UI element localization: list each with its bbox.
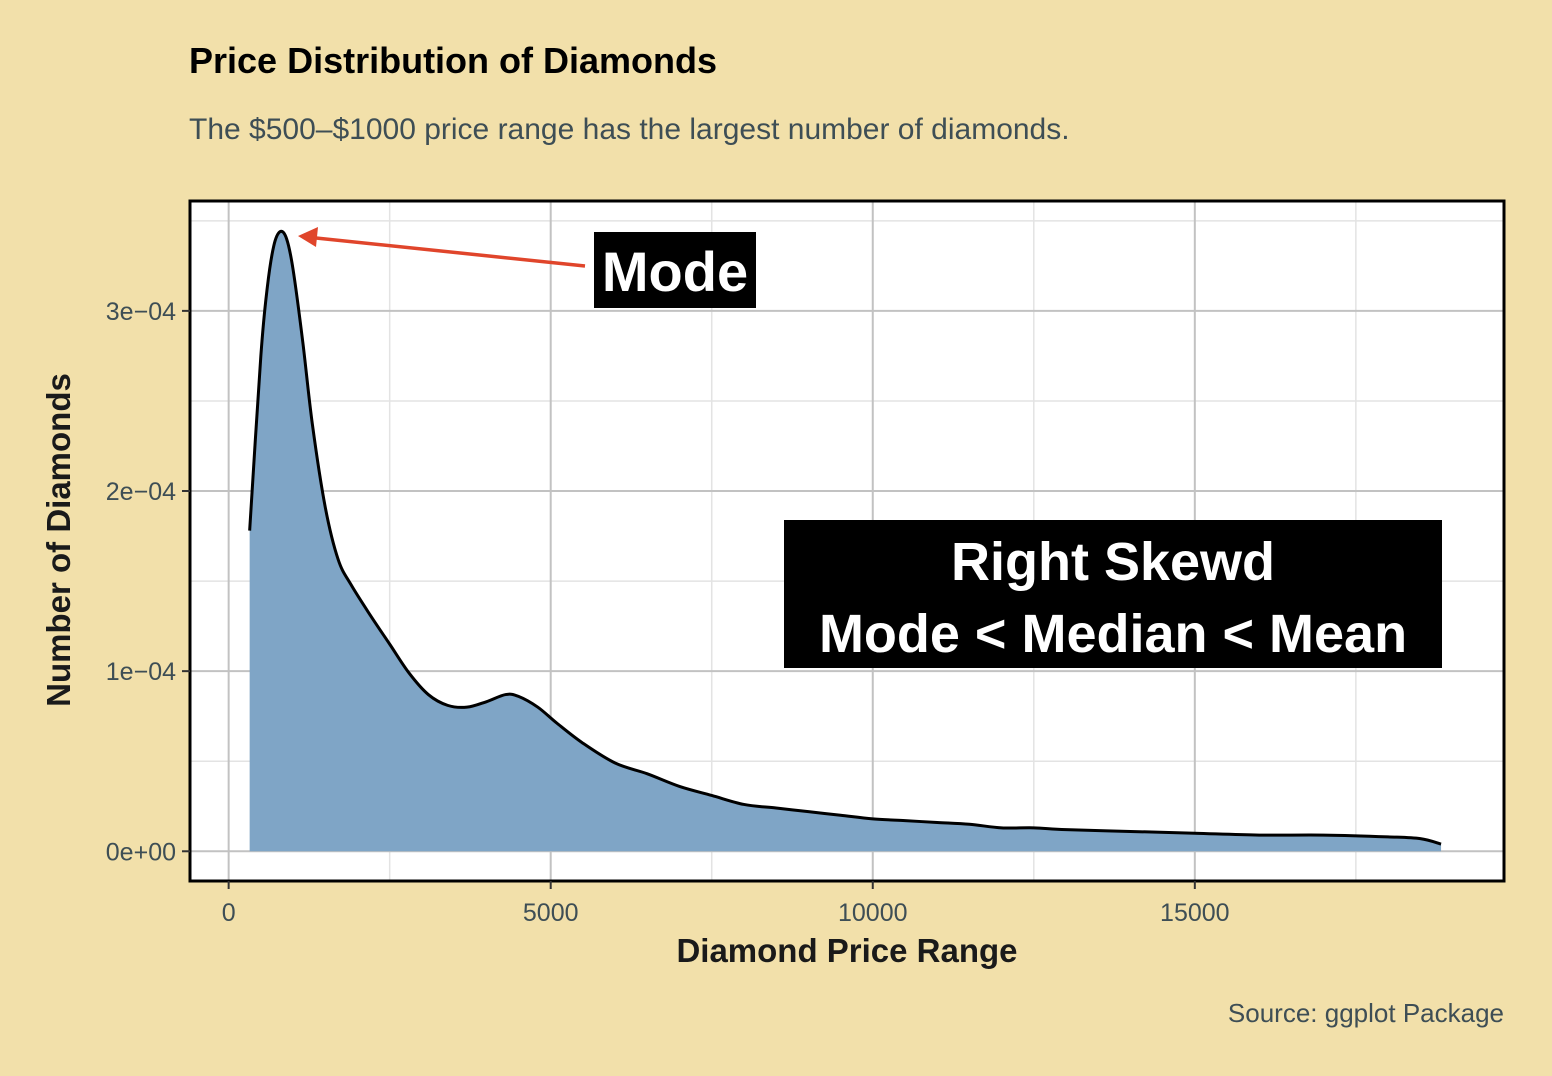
mode-annotation: Mode bbox=[298, 227, 756, 308]
chart-title: Price Distribution of Diamonds bbox=[189, 40, 718, 81]
skew-label-box bbox=[784, 520, 1442, 668]
x-tick-label: 0 bbox=[222, 899, 236, 927]
skew-label-line-1: Right Skewd bbox=[951, 532, 1275, 592]
x-axis-title: Diamond Price Range bbox=[676, 932, 1017, 969]
mode-arrow-head bbox=[298, 227, 318, 247]
skew-label-line-2: Mode < Median < Mean bbox=[819, 604, 1407, 664]
chart-subtitle: The $500–$1000 price range has the large… bbox=[189, 113, 1070, 146]
y-axis-title: Number of Diamonds bbox=[40, 373, 77, 707]
y-tick-label: 0e+00 bbox=[106, 838, 176, 866]
y-tick-label: 2e−04 bbox=[106, 478, 176, 506]
density-line bbox=[248, 229, 1442, 846]
mode-label: Mode bbox=[602, 240, 748, 303]
chart-caption: Source: ggplot Package bbox=[1227, 998, 1504, 1028]
mode-arrow-shaft bbox=[315, 236, 586, 268]
y-tick-label: 3e−04 bbox=[106, 298, 176, 326]
plot-panel-border bbox=[188, 199, 1506, 883]
x-tick-label: 10000 bbox=[838, 899, 908, 927]
y-tick-label: 1e−04 bbox=[106, 658, 176, 686]
skew-annotation: Right Skewd Mode < Median < Mean bbox=[784, 520, 1442, 668]
x-axis: 0 5000 10000 15000 bbox=[222, 881, 1230, 927]
mode-label-box bbox=[594, 232, 756, 308]
x-tick-label: 5000 bbox=[523, 899, 579, 927]
density-area bbox=[249, 231, 1442, 852]
x-tick-label: 15000 bbox=[1160, 899, 1230, 927]
y-axis: 0e+00 1e−04 2e−04 3e−04 bbox=[106, 298, 190, 866]
